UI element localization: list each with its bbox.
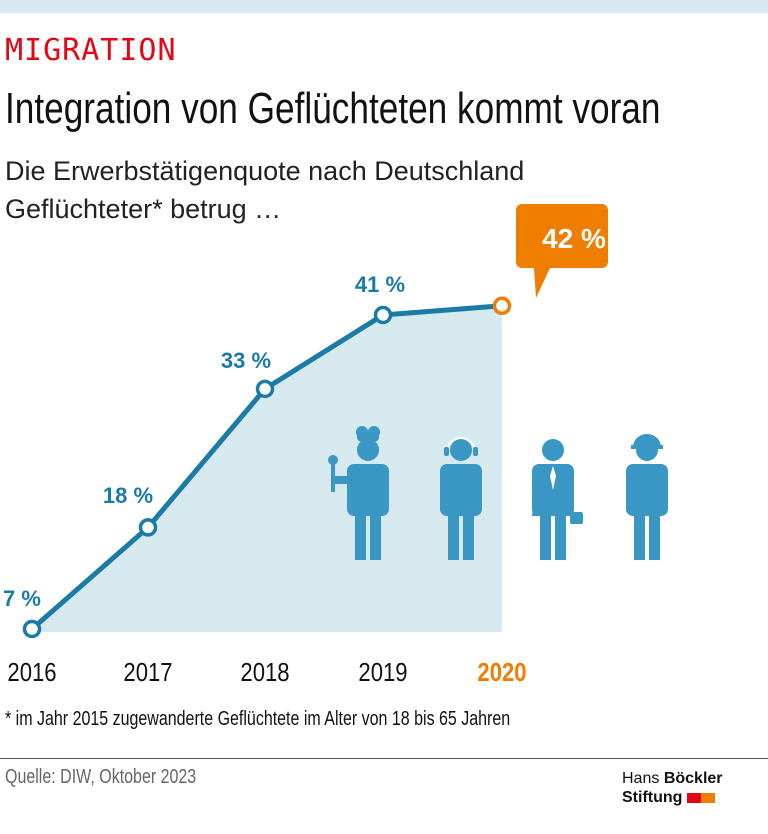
chef-icon xyxy=(328,426,389,560)
construction-worker-icon xyxy=(626,434,668,560)
kicker: MIGRATION xyxy=(5,33,177,68)
page-title: Integration von Geflüchteten kommt voran xyxy=(5,84,661,133)
footnote: * im Jahr 2015 zugewanderte Geflüchtete … xyxy=(5,708,511,730)
data-point-2018 xyxy=(255,379,275,399)
data-point-2019 xyxy=(373,305,393,325)
data-label: 18 % xyxy=(103,483,153,508)
callout-bubble xyxy=(516,204,608,298)
data-label: 41 % xyxy=(355,272,405,297)
data-label: 7 % xyxy=(3,586,41,611)
x-tick-label: 2017 xyxy=(123,658,172,687)
x-tick-label: 2020 xyxy=(477,658,526,687)
chart: 2016 7 % 2017 18 % 2018 33 % 2019 41 % 2020 42 % xyxy=(3,204,668,687)
call-center-agent-icon xyxy=(440,437,482,560)
x-tick-label: 2018 xyxy=(240,658,289,687)
logo: Hans Böckler Stiftung xyxy=(622,770,723,806)
data-point-2020 xyxy=(492,296,512,316)
business-person-icon xyxy=(532,439,583,560)
data-point-2017 xyxy=(138,518,158,537)
subtitle: Die Erwerbstätigenquote nach Deutschland… xyxy=(5,156,525,224)
data-point-2016 xyxy=(22,619,42,639)
divider xyxy=(0,758,768,759)
data-label: 33 % xyxy=(221,348,271,373)
area-fill xyxy=(32,305,502,632)
top-bar xyxy=(0,0,768,13)
source: Quelle: DIW, Oktober 2023 xyxy=(5,766,197,788)
data-label-highlight: 42 % xyxy=(542,223,606,254)
x-tick-label: 2016 xyxy=(7,658,56,687)
x-tick-label: 2019 xyxy=(358,658,407,687)
